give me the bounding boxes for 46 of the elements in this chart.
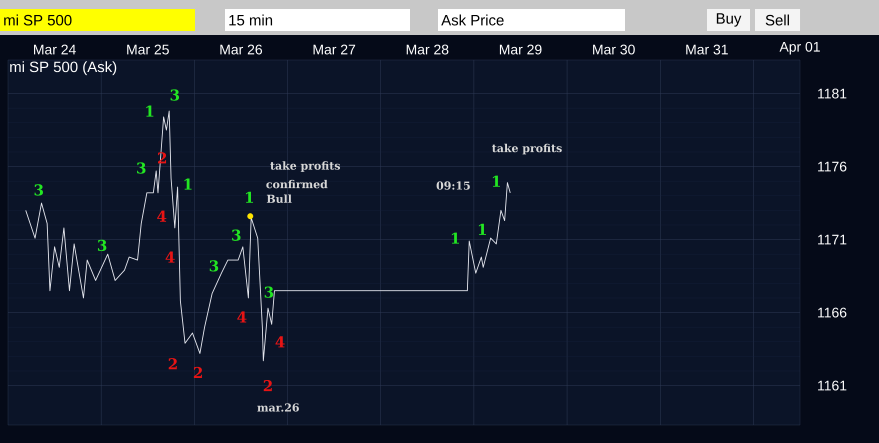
x-tick-label: Mar 31 [686, 44, 728, 54]
y-tick-label: 1176 [818, 162, 846, 172]
annotation: 4 [166, 252, 175, 263]
annotation: take profits [492, 144, 562, 154]
annotation: 1 [184, 178, 192, 190]
annotation: 1 [492, 176, 500, 187]
annotation: 3 [210, 260, 218, 272]
text: Sell [766, 14, 789, 26]
annotation: 3 [170, 89, 180, 101]
annotation: 4 [237, 311, 246, 323]
x-tick-label: Apr 01 [779, 42, 820, 54]
annotation: 3 [264, 286, 274, 298]
chart-title: mi SP 500 (Ask) [10, 61, 116, 76]
y-tick-label: 1161 [818, 380, 846, 391]
annotation: 4 [157, 210, 166, 222]
text: mi SP 500 [4, 14, 72, 26]
annotation: 2 [194, 366, 202, 378]
annotation: take profits [270, 161, 340, 172]
x-tick-label: Mar 24 [34, 44, 76, 54]
annotation: 1 [452, 232, 459, 244]
annotation: 1 [146, 106, 154, 117]
annotation: 3 [137, 162, 146, 174]
text: Buy [716, 13, 742, 27]
annotation: 2 [168, 358, 177, 370]
x-tick-label: Mar 30 [593, 44, 635, 54]
y-tick-label: 1171 [818, 234, 846, 244]
annotation: 1 [246, 192, 254, 203]
annotation: 4 [275, 336, 285, 348]
annotation: 1 [478, 224, 486, 235]
x-tick-label: Mar 27 [314, 44, 356, 54]
annotation: 3 [34, 184, 43, 196]
x-tick-label: Mar 28 [406, 44, 448, 54]
annotation: 09:15 [436, 181, 470, 190]
x-tick-label: Mar 26 [220, 44, 262, 54]
annotation: mar.26 [257, 403, 299, 412]
annotation: Bull [266, 194, 292, 203]
text: 15 min [229, 14, 272, 26]
x-tick-label: Mar 25 [127, 44, 169, 54]
annotation: 3 [232, 230, 241, 241]
annotation: 3 [98, 240, 106, 252]
annotation: confirmed [266, 180, 328, 188]
text: Ask Price [441, 14, 504, 26]
y-tick-label: 1166 [818, 308, 846, 318]
annotation: 2 [264, 380, 272, 392]
x-tick-label: Mar 29 [500, 44, 542, 54]
y-tick-label: 1181 [818, 88, 846, 99]
